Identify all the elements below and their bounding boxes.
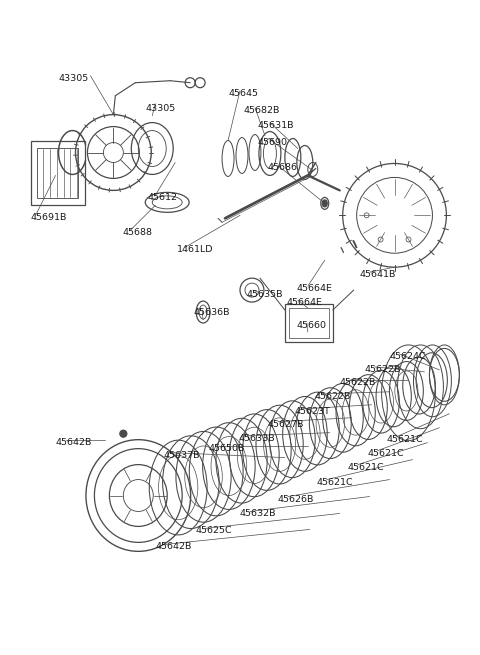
- Bar: [31, 141, 85, 206]
- Text: 45612: 45612: [147, 193, 177, 202]
- Text: 45636B: 45636B: [193, 308, 229, 317]
- Text: 45627B: 45627B: [268, 420, 304, 429]
- Text: 45622B: 45622B: [365, 365, 401, 374]
- Text: 43305: 43305: [145, 103, 176, 113]
- Text: 45621C: 45621C: [317, 477, 353, 487]
- Text: 45623T: 45623T: [295, 407, 331, 416]
- Bar: [289, 308, 329, 338]
- Text: 45664E: 45664E: [297, 284, 333, 293]
- Text: 45621C: 45621C: [386, 435, 423, 443]
- Text: 45690: 45690: [258, 138, 288, 147]
- Text: 45622B: 45622B: [315, 392, 351, 401]
- Text: 45626B: 45626B: [278, 495, 314, 504]
- Text: 45624C: 45624C: [390, 352, 426, 361]
- Text: 45682B: 45682B: [244, 105, 280, 115]
- Text: 45625C: 45625C: [195, 527, 232, 535]
- Text: 1461LD: 1461LD: [177, 245, 214, 254]
- Text: 45631B: 45631B: [258, 121, 294, 130]
- Text: 45650B: 45650B: [208, 443, 244, 453]
- Text: 45632B: 45632B: [240, 510, 276, 519]
- Text: 45635B: 45635B: [247, 290, 284, 299]
- Text: 45641B: 45641B: [360, 270, 396, 279]
- Text: 45645: 45645: [228, 88, 258, 98]
- Bar: [36, 147, 78, 198]
- Text: 45660: 45660: [297, 321, 327, 330]
- Text: 45622B: 45622B: [340, 378, 376, 387]
- Text: 45686: 45686: [268, 164, 298, 172]
- Text: 45688: 45688: [122, 229, 152, 237]
- Text: 45637B: 45637B: [163, 451, 200, 460]
- Text: 45621C: 45621C: [368, 449, 404, 458]
- Text: 45642B: 45642B: [56, 438, 92, 447]
- Bar: [285, 304, 333, 342]
- Text: 45691B: 45691B: [31, 214, 67, 222]
- Text: 45621C: 45621C: [348, 462, 384, 472]
- Text: 45664E: 45664E: [287, 298, 323, 307]
- Circle shape: [120, 430, 127, 437]
- Ellipse shape: [322, 200, 327, 207]
- Text: 45642B: 45642B: [155, 542, 192, 552]
- Text: 45633B: 45633B: [238, 434, 275, 443]
- Text: 43305: 43305: [59, 74, 89, 83]
